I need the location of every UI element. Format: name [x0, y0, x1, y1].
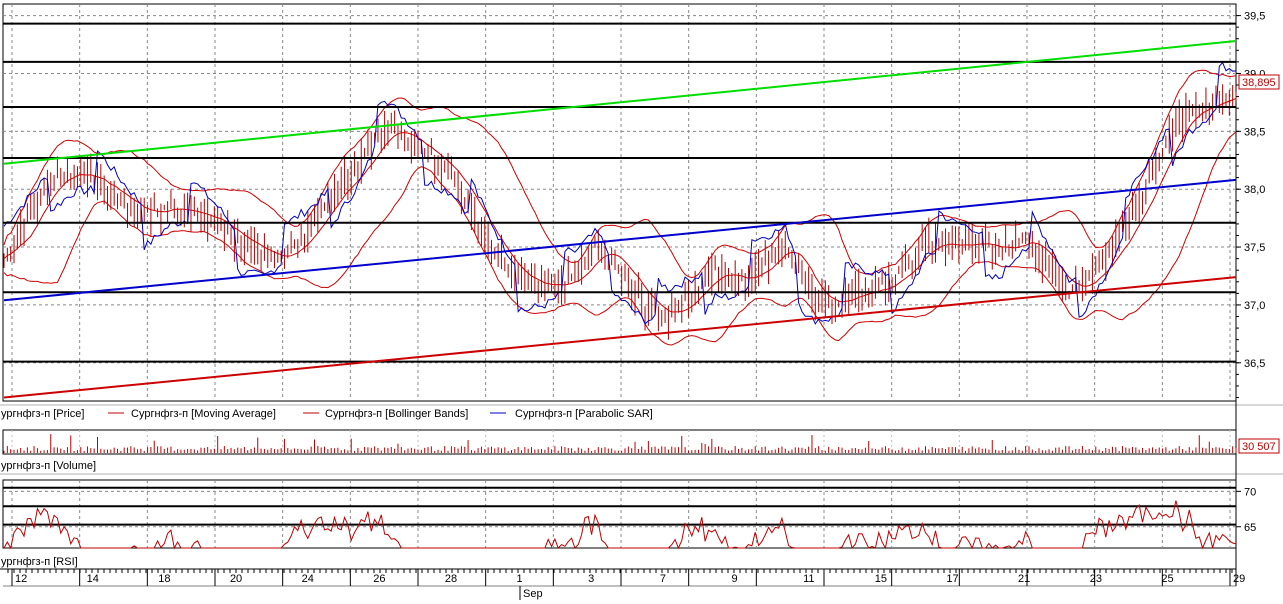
rsi-line: [3, 500, 1237, 550]
price-last-value-text: 38,895: [1242, 77, 1276, 89]
parabolic-sar-line: [3, 61, 1237, 325]
x-tick-label: 15: [875, 573, 887, 585]
y-tick-label: 38,0: [1244, 184, 1265, 196]
x-tick-label: 9: [731, 573, 737, 585]
x-tick-label: 29: [1233, 573, 1245, 585]
x-tick-label: 28: [445, 573, 457, 585]
rsi-panel-frame: [2, 479, 1237, 549]
price-last-value: 38,895: [1238, 74, 1280, 90]
bollinger-lower-band: [3, 131, 1237, 346]
legend-rsi-label: ургнфгз-п [RSI]: [1, 556, 78, 568]
rsi-y-tick-label: 65: [1244, 522, 1256, 534]
x-month-label: Sep: [523, 588, 543, 600]
y-tick-label: 39,5: [1244, 11, 1265, 23]
x-tick-label: 24: [302, 573, 314, 585]
volume-last-value-text: 30 507: [1242, 441, 1276, 453]
x-tick-label: 12: [15, 573, 27, 585]
x-tick-label: 17: [946, 573, 958, 585]
legend-row: ургнфгз-п [Price] Сургнфгз-п [Moving Ave…: [1, 408, 653, 568]
x-tick-label: 7: [660, 573, 666, 585]
x-tick-label: 14: [87, 573, 99, 585]
rsi-panel: [3, 486, 1237, 550]
legend-volume-label: ургнфгз-п [Volume]: [1, 460, 96, 472]
price-panel: [3, 22, 1237, 399]
x-tick-label: 20: [230, 573, 242, 585]
legend-price-label: ургнфгз-п [Price]: [1, 408, 84, 420]
moving-average-line: [3, 97, 1237, 313]
grid: [0, 3, 1283, 587]
legend-ma-label: Сургнфгз-п [Moving Average]: [131, 408, 276, 420]
x-tick-label: 18: [158, 573, 170, 585]
x-tick-label: 1: [517, 573, 523, 585]
x-tick-label: 21: [1018, 573, 1030, 585]
trendline: [3, 276, 1237, 399]
legend-bb-label: Сургнфгз-п [Bollinger Bands]: [325, 408, 468, 420]
y-tick-label: 37,5: [1244, 242, 1265, 254]
volume-last-value-box: [1238, 438, 1280, 454]
y-tick-label: 38,5: [1244, 126, 1265, 138]
y-tick-label: 37,0: [1244, 300, 1265, 312]
axes: 12 14 18 20 24 26 28 1 3 7 9 11 15 17 21 23 25 29 36,5 37,0…: [7, 11, 1265, 600]
volume-last-value: 30 507: [1238, 438, 1280, 454]
trendline: [3, 40, 1237, 165]
x-tick-label: 11: [803, 573, 814, 585]
x-tick-label: 3: [588, 573, 594, 585]
x-tick-label: 25: [1161, 573, 1173, 585]
price-last-value-box: [1238, 74, 1280, 90]
y-tick-label: 36,5: [1244, 358, 1265, 370]
legend-sar-label: Сургнфгз-п [Parabolic SAR]: [515, 408, 653, 420]
volume-panel: [3, 434, 1237, 453]
trendline: [3, 178, 1237, 302]
x-tick-label: 23: [1090, 573, 1102, 585]
rsi-y-tick-label: 70: [1244, 486, 1256, 498]
x-tick-label: 26: [373, 573, 385, 585]
